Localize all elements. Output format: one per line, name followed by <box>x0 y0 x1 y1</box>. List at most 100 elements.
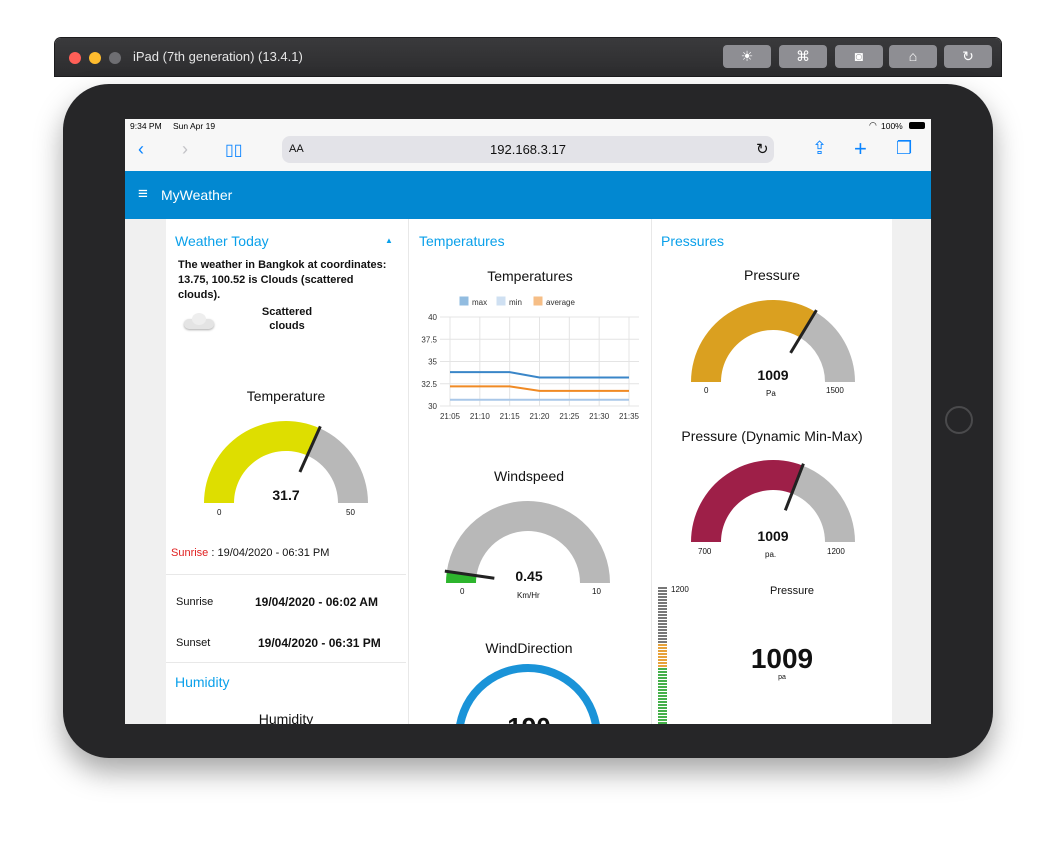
text-size-button[interactable]: AA <box>289 143 304 155</box>
level-tick <box>658 647 667 649</box>
cloud-icon <box>180 311 216 333</box>
temperature-min: 0 <box>217 508 222 517</box>
legend-label-average: average <box>546 298 575 307</box>
level-tick <box>658 650 667 652</box>
legend-swatch-min <box>496 296 506 306</box>
pressure-level-title: Pressure <box>769 585 815 597</box>
level-tick <box>658 686 667 688</box>
rotate-button[interactable]: ↻ <box>944 45 992 68</box>
x-tick-label: 21:30 <box>589 412 610 421</box>
gauge-needle <box>783 463 805 511</box>
x-tick-label: 21:35 <box>619 412 640 421</box>
y-tick-label: 35 <box>428 358 437 367</box>
level-tick <box>658 593 667 595</box>
level-tick <box>658 692 667 694</box>
sunrise-summary-value: : 19/04/2020 - 06:31 PM <box>208 547 330 559</box>
screenshot-icon: ◙ <box>854 48 864 64</box>
level-tick <box>658 626 667 628</box>
status-bar: 9:34 PM Sun Apr 19 ◠ 100% <box>125 119 931 133</box>
level-tick <box>658 608 667 610</box>
pressure-dynamic-min: 700 <box>698 547 712 556</box>
wind-direction-dial <box>456 664 600 724</box>
level-tick <box>658 659 667 661</box>
legend-label-min: min <box>509 298 522 307</box>
back-icon[interactable]: ‹ <box>138 139 144 159</box>
close-window-button[interactable] <box>69 52 81 64</box>
level-tick <box>658 671 667 673</box>
legend-swatch-max <box>459 296 469 306</box>
level-tick <box>658 689 667 691</box>
level-tick <box>658 665 667 667</box>
windspeed-title: Windspeed <box>493 468 565 484</box>
temperatures-title: Temperatures <box>419 233 505 249</box>
gauge-track <box>791 465 855 542</box>
gauge-fill <box>691 300 816 382</box>
battery-percent: 100% <box>881 121 903 131</box>
url-text[interactable]: 192.168.3.17 <box>490 142 566 157</box>
bookmarks-icon[interactable]: ▯▯ <box>225 142 243 159</box>
humidity-gauge-title: Humidity <box>258 711 314 724</box>
sunset-value: 19/04/2020 - 06:31 PM <box>258 636 381 650</box>
pressures-title: Pressures <box>661 233 725 249</box>
level-tick <box>658 590 667 592</box>
pressure-level-bar <box>658 587 667 724</box>
pressure-dynamic-unit: pa. <box>765 550 777 559</box>
tabs-icon[interactable]: ❐ <box>896 138 913 158</box>
level-tick <box>658 677 667 679</box>
weather-today-title: Weather Today <box>175 233 269 249</box>
level-tick <box>658 623 667 625</box>
zoom-window-button[interactable] <box>109 52 121 64</box>
new-tab-icon[interactable]: + <box>854 136 867 161</box>
humidity-title: Humidity <box>175 674 230 690</box>
level-tick <box>658 632 667 634</box>
level-tick <box>658 635 667 637</box>
wifi-icon: ◠ <box>869 120 877 130</box>
menu-icon[interactable]: ≡ <box>138 184 148 203</box>
safari-toolbar: ‹ › ▯▯ AA 192.168.3.17 ↻ ⇪ + ❐ <box>125 133 931 172</box>
gauge-needle <box>789 309 818 354</box>
level-tick <box>658 629 667 631</box>
gauge-fill <box>204 421 320 503</box>
level-tick <box>658 683 667 685</box>
temperature-value: 31.7 <box>272 487 300 503</box>
y-tick-label: 30 <box>428 402 437 411</box>
app-title: MyWeather <box>161 187 233 203</box>
minimize-window-button[interactable] <box>89 52 101 64</box>
simulator-title: iPad (7th generation) (13.4.1) <box>133 49 303 64</box>
screenshot-button[interactable]: ◙ <box>835 45 883 68</box>
pressure-level-max: 1200 <box>671 585 689 594</box>
home-icon: ⌂ <box>908 48 918 64</box>
level-tick <box>658 707 667 709</box>
level-tick <box>658 620 667 622</box>
command-button[interactable]: ⌘ <box>779 45 827 68</box>
command-icon: ⌘ <box>796 48 810 64</box>
level-tick <box>658 695 667 697</box>
temperatures-column: Temperatures Temperatures max min average 40… <box>409 219 651 724</box>
forward-icon[interactable]: › <box>182 139 188 159</box>
temperature-gauge <box>204 421 368 503</box>
level-tick <box>658 617 667 619</box>
pressure-dynamic-title: Pressure (Dynamic Min-Max) <box>681 428 863 444</box>
level-tick <box>658 710 667 712</box>
share-icon[interactable]: ⇪ <box>812 138 828 158</box>
device-home-button[interactable] <box>945 406 973 434</box>
windspeed-gauge <box>444 501 610 583</box>
sunrise-value: 19/04/2020 - 06:02 AM <box>255 595 378 609</box>
brightness-button[interactable]: ☀ <box>723 45 771 68</box>
legend-swatch-average <box>533 296 543 306</box>
pressures-column: Pressures Pressure 1009 Pa 0 1500 Pressu… <box>652 219 892 724</box>
collapse-icon[interactable]: ▲ <box>385 236 393 245</box>
battery-icon <box>909 122 925 129</box>
reload-icon[interactable]: ↻ <box>756 141 769 158</box>
address-bar[interactable]: AA 192.168.3.17 ↻ <box>282 136 774 163</box>
level-tick <box>658 719 667 721</box>
pressure-max: 1500 <box>826 386 844 395</box>
y-tick-label: 40 <box>428 313 437 322</box>
column-divider <box>408 219 409 724</box>
home-button[interactable]: ⌂ <box>889 45 937 68</box>
pressure-gauge-title: Pressure <box>743 267 801 283</box>
divider <box>166 662 406 663</box>
gauge-track <box>307 428 368 503</box>
pressure-value: 1009 <box>757 367 789 383</box>
